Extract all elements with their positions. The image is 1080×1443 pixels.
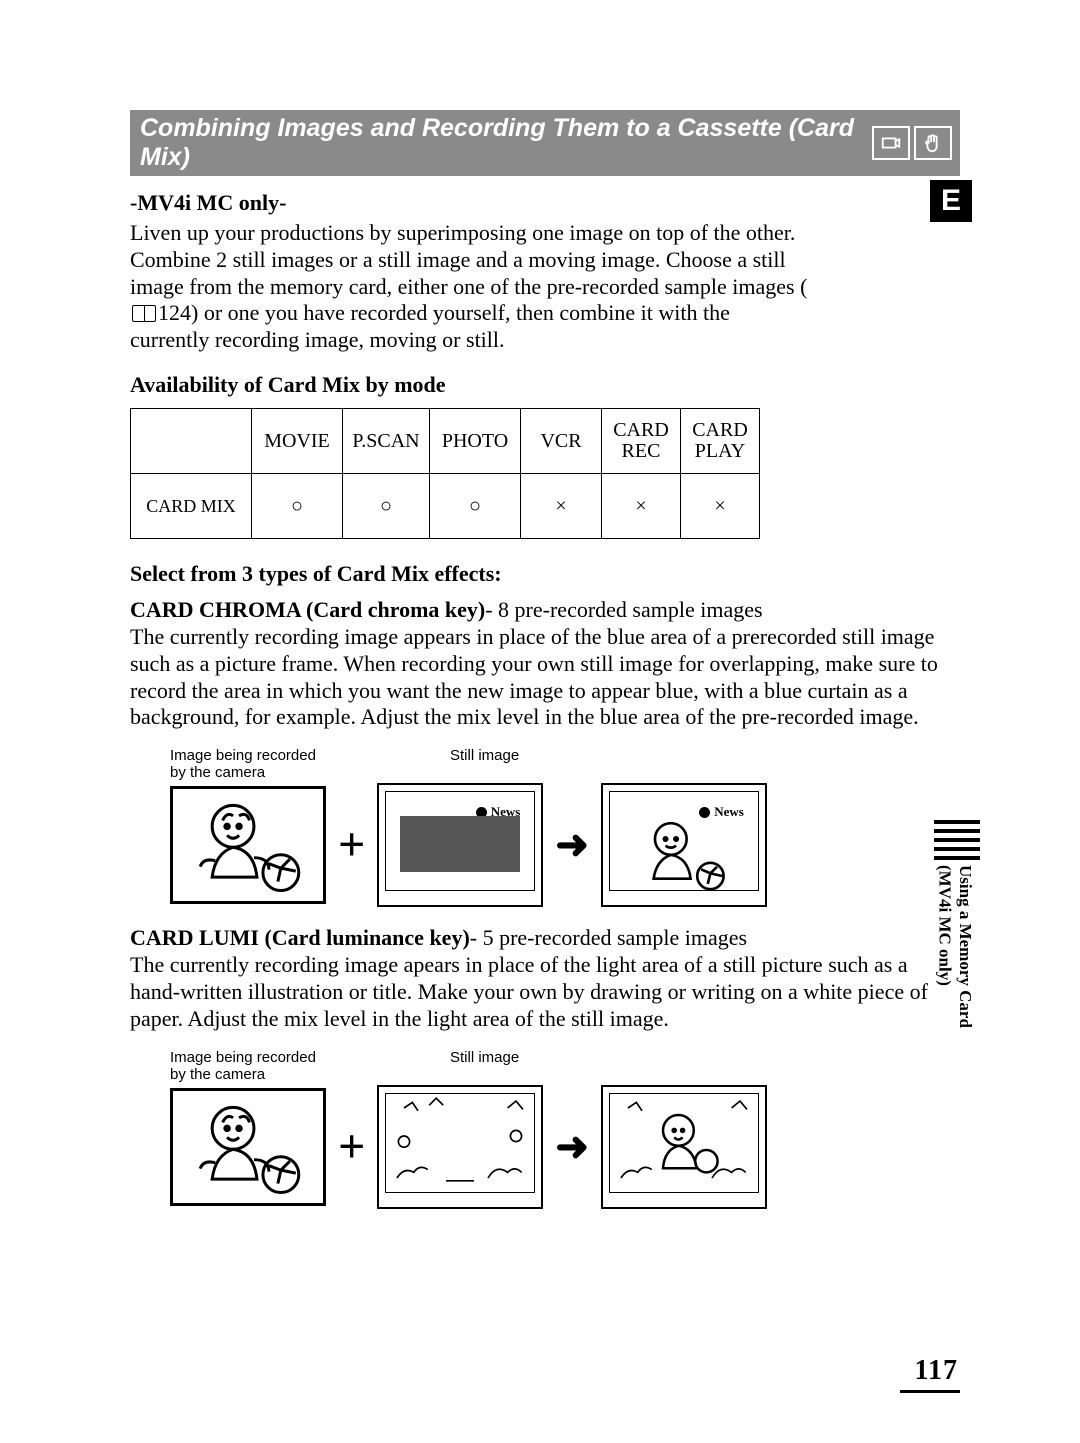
side-tab-text: Using a Memory Card (MV4i MC only) (934, 865, 975, 1028)
chroma-paragraph: CARD CHROMA (Card chroma key)- 8 pre-rec… (130, 597, 960, 731)
intro-text-b: ) or one you have recorded yourself, the… (130, 300, 730, 352)
side-tab-line2: (MV4i MC only) (935, 865, 954, 986)
lumi-paragraph: CARD LUMI (Card luminance key)- 5 pre-re… (130, 925, 960, 1032)
section-title-text: Combining Images and Recording Them to a… (140, 114, 866, 172)
table-cell: × (521, 474, 602, 539)
chroma-name: CARD CHROMA (Card chroma key) (130, 597, 485, 622)
page-ref-icon (132, 305, 156, 322)
caption-text: by the camera (170, 764, 265, 781)
table-corner-cell (131, 409, 252, 474)
result-composite-icon (610, 1094, 758, 1192)
chroma-caption-right: Still image (450, 747, 610, 781)
plus-icon: + (338, 821, 365, 869)
table-cell: × (681, 474, 760, 539)
lumi-caption-left: Image being recorded by the camera (170, 1049, 380, 1083)
chroma-source-frame (170, 786, 326, 904)
table-col-photo: PHOTO (430, 409, 521, 474)
chroma-caption-left: Image being recorded by the camera (170, 747, 380, 781)
baby-soccer-icon (618, 810, 750, 909)
caption-text: Image being recorded (170, 747, 316, 764)
chroma-diagram: + News ➜ News (130, 783, 960, 907)
plus-icon: + (338, 1123, 365, 1171)
lumi-diagram: + ➜ (130, 1085, 960, 1209)
language-tab: E (930, 180, 972, 222)
side-tab-lines-icon (934, 820, 980, 860)
caption-text: by the camera (170, 1066, 265, 1083)
model-note: -MV4i MC only- (130, 190, 960, 216)
chroma-result-frame: News (601, 783, 767, 907)
lumi-name: CARD LUMI (Card luminance key) (130, 925, 470, 950)
title-bar-icons (872, 126, 952, 160)
intro-page-ref: 124 (158, 300, 191, 325)
table-cell: × (602, 474, 681, 539)
lumi-body: The currently recording image apears in … (130, 952, 928, 1031)
lumi-result-frame (601, 1085, 767, 1209)
table-col-cardrec: CARDREC (602, 409, 681, 474)
chroma-captions: Image being recorded by the camera Still… (130, 747, 960, 781)
table-cell: ○ (343, 474, 430, 539)
side-tab-line1: Using a Memory Card (956, 865, 975, 1028)
decorative-border-icon (386, 1094, 534, 1192)
intro-paragraph: Liven up your productions by superimposi… (130, 220, 810, 354)
lumi-caption-right: Still image (450, 1049, 610, 1083)
table-row: CARD MIX ○ ○ ○ × × × (131, 474, 760, 539)
page-number-rule (900, 1390, 960, 1393)
intro-text-a: Liven up your productions by superimposi… (130, 220, 807, 299)
table-col-cardplay: CARDPLAY (681, 409, 760, 474)
chroma-still-frame: News (377, 783, 543, 907)
page-number: 117 (915, 1355, 958, 1387)
section-title-bar: Combining Images and Recording Them to a… (130, 110, 960, 176)
arrow-icon: ➜ (555, 825, 589, 865)
arrow-icon: ➜ (555, 1127, 589, 1167)
chroma-blue-area (400, 816, 520, 872)
baby-soccer-icon (173, 1091, 323, 1203)
baby-soccer-icon (173, 789, 323, 901)
lumi-captions: Image being recorded by the camera Still… (130, 1049, 960, 1083)
lumi-source-frame (170, 1088, 326, 1206)
camera-mode-icon (872, 126, 910, 160)
lumi-still-frame (377, 1085, 543, 1209)
table-cell: ○ (252, 474, 343, 539)
table-col-pscan: P.SCAN (343, 409, 430, 474)
chroma-suffix: - 8 pre-recorded sample images (485, 597, 762, 622)
availability-table: MOVIE P.SCAN PHOTO VCR CARDREC CARDPLAY … (130, 408, 760, 539)
chroma-body: The currently recording image appears in… (130, 624, 938, 729)
caption-text: Image being recorded (170, 1049, 316, 1066)
table-col-movie: MOVIE (252, 409, 343, 474)
table-row-label: CARD MIX (131, 474, 252, 539)
table-cell: ○ (430, 474, 521, 539)
lumi-suffix: - 5 pre-recorded sample images (470, 925, 747, 950)
select-heading: Select from 3 types of Card Mix effects: (130, 561, 960, 587)
hand-mode-icon (914, 126, 952, 160)
availability-heading: Availability of Card Mix by mode (130, 372, 960, 398)
table-col-vcr: VCR (521, 409, 602, 474)
side-section-tab: Using a Memory Card (MV4i MC only) (934, 820, 980, 1028)
